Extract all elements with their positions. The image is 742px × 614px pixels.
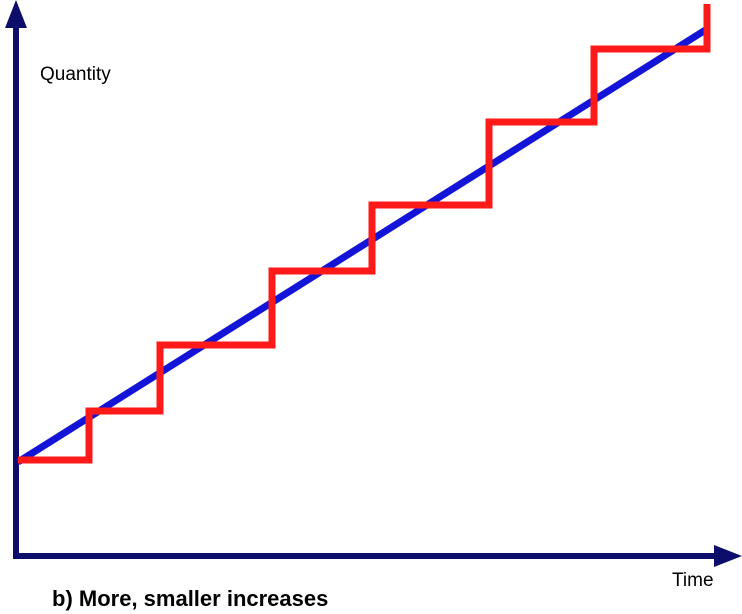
smooth-increase-line <box>16 26 709 465</box>
stepwise-increase-line <box>18 4 711 464</box>
y-axis-arrowhead <box>5 0 27 28</box>
x-axis-arrowhead <box>714 545 742 567</box>
x-axis-label: Time <box>672 570 714 591</box>
diagram-caption: b) More, smaller increases <box>52 586 329 611</box>
y-axis-label: Quantity <box>40 64 111 85</box>
